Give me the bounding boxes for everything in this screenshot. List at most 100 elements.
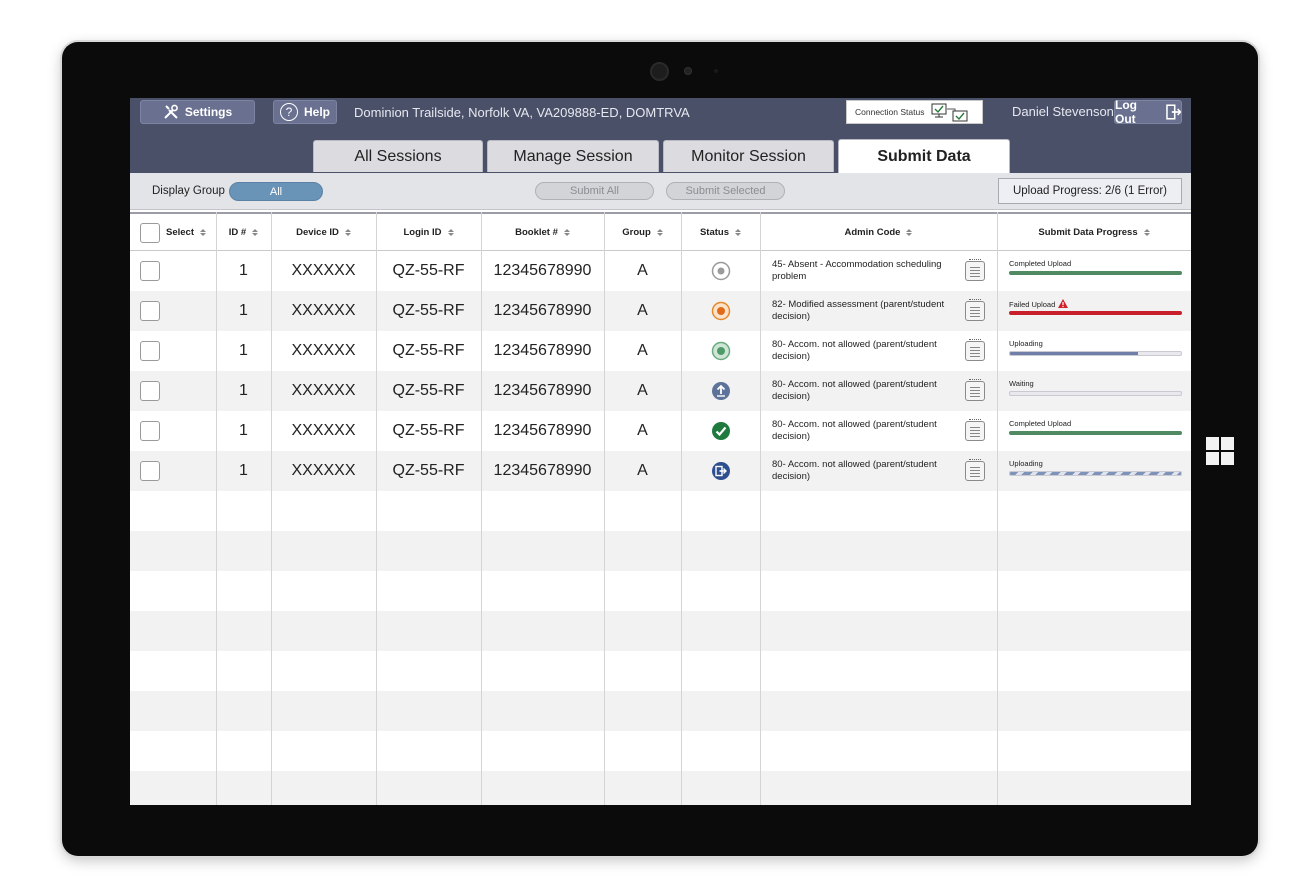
admin-code-cell: 45- Absent - Accommodation scheduling pr… bbox=[760, 251, 997, 291]
column-header-select[interactable]: Select bbox=[130, 214, 216, 251]
table-row[interactable]: 1 XXXXXX QZ-55-RF 12345678990 A 80- Accom. no… bbox=[130, 411, 1191, 451]
row-checkbox[interactable] bbox=[140, 301, 160, 321]
column-header-admin-code[interactable]: Admin Code bbox=[760, 214, 997, 251]
device-cell: XXXXXX bbox=[291, 342, 356, 359]
column-header-status[interactable]: Status bbox=[681, 214, 760, 251]
group-cell: A bbox=[637, 342, 648, 359]
status-cell bbox=[681, 251, 760, 291]
table-row[interactable]: 1 XXXXXX QZ-55-RF 12345678990 A 80- Accom. no… bbox=[130, 331, 1191, 371]
row-checkbox[interactable] bbox=[140, 421, 160, 441]
booklet-cell: 12345678990 bbox=[493, 302, 592, 319]
login-cell: QZ-55-RF bbox=[392, 302, 465, 319]
sort-icon[interactable] bbox=[656, 229, 663, 236]
sort-icon[interactable] bbox=[252, 229, 259, 236]
submit-progress-cell: Completed Upload bbox=[997, 251, 1191, 291]
in-progress-green-icon bbox=[711, 341, 731, 361]
progress-label-text: Uploading bbox=[1009, 459, 1043, 468]
notepad-icon[interactable] bbox=[965, 299, 985, 321]
admin-code-cell: 80- Accom. not allowed (parent/student d… bbox=[760, 371, 997, 411]
sensor-icon bbox=[684, 67, 692, 75]
notepad-icon[interactable] bbox=[965, 339, 985, 361]
tab-submit-data[interactable]: Submit Data bbox=[838, 139, 1010, 173]
progress-bar bbox=[1009, 311, 1182, 315]
column-header-submit-progress[interactable]: Submit Data Progress bbox=[997, 214, 1191, 251]
progress-bar-fill bbox=[1009, 271, 1182, 275]
status-cell bbox=[681, 371, 760, 411]
row-checkbox[interactable] bbox=[140, 341, 160, 361]
empty-table-row bbox=[130, 491, 1191, 531]
submit-selected-button[interactable]: Submit Selected bbox=[666, 182, 785, 200]
windows-logo-icon[interactable] bbox=[1206, 437, 1236, 467]
exit-door-icon bbox=[711, 461, 731, 481]
select-cell bbox=[130, 451, 216, 491]
connection-status-label: Connection Status bbox=[855, 107, 925, 117]
select-cell bbox=[130, 331, 216, 371]
tab-all-sessions[interactable]: All Sessions bbox=[313, 140, 483, 172]
group-cell: A bbox=[637, 422, 648, 439]
table-row[interactable]: 1 XXXXXX QZ-55-RF 12345678990 A 80- Accom. no… bbox=[130, 371, 1191, 411]
submit-progress-cell: Completed Upload bbox=[997, 411, 1191, 451]
row-checkbox[interactable] bbox=[140, 381, 160, 401]
sort-icon[interactable] bbox=[1143, 229, 1150, 236]
column-header-login-id[interactable]: Login ID bbox=[376, 214, 481, 251]
table-row[interactable]: 1 XXXXXX QZ-55-RF 12345678990 A 45- Absent - … bbox=[130, 251, 1191, 291]
connection-status[interactable]: Connection Status bbox=[846, 100, 983, 124]
sort-icon[interactable] bbox=[735, 229, 742, 236]
sort-icon[interactable] bbox=[563, 229, 570, 236]
group-cell: A bbox=[637, 382, 648, 399]
app-screen: Settings ? Help Dominion Trailside, Norf… bbox=[130, 98, 1191, 805]
table-row[interactable]: 1 XXXXXX QZ-55-RF 12345678990 A 80- Accom. no… bbox=[130, 451, 1191, 491]
select-cell bbox=[130, 251, 216, 291]
progress-bar-fill bbox=[1009, 431, 1182, 435]
column-header-group[interactable]: Group bbox=[604, 214, 681, 251]
column-label: Select bbox=[166, 227, 194, 238]
notepad-icon[interactable] bbox=[965, 379, 985, 401]
select-cell bbox=[130, 291, 216, 331]
column-header-id[interactable]: ID # bbox=[216, 214, 271, 251]
not-started-icon bbox=[711, 261, 731, 281]
settings-button[interactable]: Settings bbox=[140, 100, 255, 124]
admin-code-text: 82- Modified assessment (parent/student … bbox=[772, 299, 945, 322]
column-label: ID # bbox=[228, 227, 247, 238]
help-label: Help bbox=[303, 105, 330, 119]
column-header-device-id[interactable]: Device ID bbox=[271, 214, 376, 251]
id-cell: 1 bbox=[239, 342, 248, 359]
tab-monitor-session[interactable]: Monitor Session bbox=[663, 140, 834, 172]
id-cell: 1 bbox=[239, 382, 248, 399]
progress-label: Uploading bbox=[1009, 339, 1043, 348]
empty-table-row bbox=[130, 571, 1191, 611]
column-label: Submit Data Progress bbox=[1038, 227, 1138, 238]
display-group-selector[interactable]: All bbox=[229, 182, 323, 201]
sort-icon[interactable] bbox=[344, 229, 351, 236]
sensor-icon bbox=[714, 69, 718, 73]
progress-label-text: Failed Upload bbox=[1009, 300, 1056, 309]
notepad-icon[interactable] bbox=[965, 419, 985, 441]
tab-manage-session[interactable]: Manage Session bbox=[487, 140, 659, 172]
status-cell bbox=[681, 331, 760, 371]
top-header: Settings ? Help Dominion Trailside, Norf… bbox=[130, 98, 1191, 173]
progress-label: Waiting bbox=[1009, 379, 1034, 388]
progress-label-text: Completed Upload bbox=[1009, 419, 1072, 428]
login-cell: QZ-55-RF bbox=[392, 342, 465, 359]
sort-icon[interactable] bbox=[200, 229, 206, 236]
column-label: Booklet # bbox=[515, 227, 558, 238]
logout-button[interactable]: Log Out bbox=[1114, 98, 1182, 126]
table-row[interactable]: 1 XXXXXX QZ-55-RF 12345678990 A 82- Modified … bbox=[130, 291, 1191, 331]
column-label: Status bbox=[699, 227, 730, 238]
row-checkbox[interactable] bbox=[140, 261, 160, 281]
row-checkbox[interactable] bbox=[140, 461, 160, 481]
device-cell: XXXXXX bbox=[291, 422, 356, 439]
submit-all-button[interactable]: Submit All bbox=[535, 182, 654, 200]
sort-icon[interactable] bbox=[447, 229, 454, 236]
device-cell: XXXXXX bbox=[291, 262, 356, 279]
select-all-checkbox[interactable] bbox=[140, 222, 160, 243]
notepad-icon[interactable] bbox=[965, 259, 985, 281]
help-button[interactable]: ? Help bbox=[273, 100, 337, 124]
booklet-cell: 12345678990 bbox=[493, 462, 592, 479]
group-cell: A bbox=[637, 262, 648, 279]
empty-table-row bbox=[130, 651, 1191, 691]
notepad-icon[interactable] bbox=[965, 459, 985, 481]
logout-icon bbox=[1165, 104, 1181, 120]
sort-icon[interactable] bbox=[906, 229, 913, 236]
column-header-booklet[interactable]: Booklet # bbox=[481, 214, 604, 251]
